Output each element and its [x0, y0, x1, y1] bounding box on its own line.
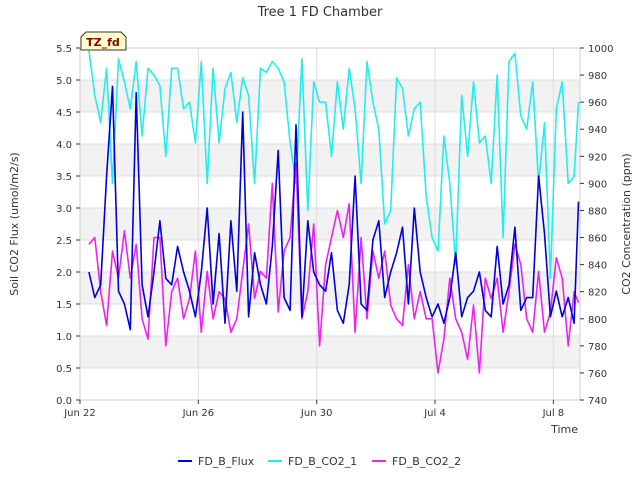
y-left-tick-label: 0.0 [56, 396, 72, 407]
y-right-tick-label: 960 [588, 98, 607, 109]
y-right-tick-label: 980 [588, 71, 607, 82]
y-right-tick-label: 940 [588, 125, 607, 136]
x-tick-label: Jul 4 [423, 408, 446, 419]
x-tick-label: Jun 26 [182, 408, 215, 419]
y-left-tick-label: 0.5 [56, 364, 72, 375]
legend-label-co2-1: FD_B_CO2_1 [288, 455, 357, 468]
band [80, 80, 580, 112]
y-right-tick-label: 740 [588, 396, 607, 407]
y-right-tick-label: 860 [588, 234, 607, 245]
y-left-tick-label: 4.5 [56, 108, 72, 119]
legend-label-flux: FD_B_Flux [198, 455, 255, 468]
tz-badge-label: TZ_fd [86, 36, 120, 49]
y-right-tick-label: 760 [588, 369, 607, 380]
y-left-tick-label: 1.0 [56, 332, 72, 343]
y-left-tick-label: 5.0 [56, 76, 72, 87]
x-axis: Jun 22 Jun 26 Jun 30 Jul 4 Jul 8 [63, 400, 564, 419]
x-tick-label: Jul 8 [542, 408, 565, 419]
y-left-tick-label: 3.5 [56, 172, 72, 183]
legend-item-flux[interactable]: FD_B_Flux [178, 455, 255, 468]
tz-badge-shape [80, 31, 127, 51]
tz-badge: TZ_fd [80, 31, 127, 51]
y-axis-right: 740 760 780 800 820 840 860 880 900 920 940 960 980 1… [580, 44, 613, 407]
y-right-tick-label: 840 [588, 261, 607, 272]
y-left-tick-label: 4.0 [56, 140, 72, 151]
y-left-tick-label: 1.5 [56, 300, 72, 311]
legend-item-co2-1[interactable]: FD_B_CO2_1 [268, 455, 357, 468]
y-axis-left-label: Soil CO2 Flux (umol/m2/s) [8, 152, 21, 295]
legend-label-co2-2: FD_B_CO2_2 [392, 455, 461, 468]
y-axis-left: 0.0 0.5 1.0 1.5 2.0 2.5 3.0 3.5 4.0 4.5 5.0 5.5 [56, 44, 80, 407]
series-line-fd-b-co2-1 [88, 50, 580, 280]
legend: FD_B_Flux FD_B_CO2_1 FD_B_CO2_2 [178, 455, 461, 468]
y-left-tick-label: 2.0 [56, 268, 72, 279]
x-axis-label: Time [550, 423, 578, 436]
x-tick-label: Jun 22 [63, 408, 96, 419]
series-layer [88, 50, 580, 374]
y-right-tick-label: 800 [588, 315, 607, 326]
y-left-tick-label: 3.0 [56, 204, 72, 215]
y-right-tick-label: 920 [588, 152, 607, 163]
y-right-tick-label: 820 [588, 288, 607, 299]
y-left-tick-label: 5.5 [56, 44, 72, 55]
band [80, 208, 580, 240]
band [80, 336, 580, 368]
y-left-tick-label: 2.5 [56, 236, 72, 247]
legend-item-co2-2[interactable]: FD_B_CO2_2 [372, 455, 461, 468]
y-right-tick-label: 780 [588, 342, 607, 353]
chart-title: Tree 1 FD Chamber [257, 5, 383, 20]
x-tick-label: Jun 30 [300, 408, 333, 419]
y-axis-right-label: CO2 Concentration (ppm) [620, 153, 633, 294]
plot-frame [79, 47, 581, 401]
series-line-fd-b-flux [88, 85, 580, 331]
y-right-tick-label: 1000 [588, 44, 613, 55]
y-right-tick-label: 880 [588, 206, 607, 217]
series-line-fd-b-co2-2 [88, 162, 580, 374]
y-right-tick-label: 900 [588, 179, 607, 190]
